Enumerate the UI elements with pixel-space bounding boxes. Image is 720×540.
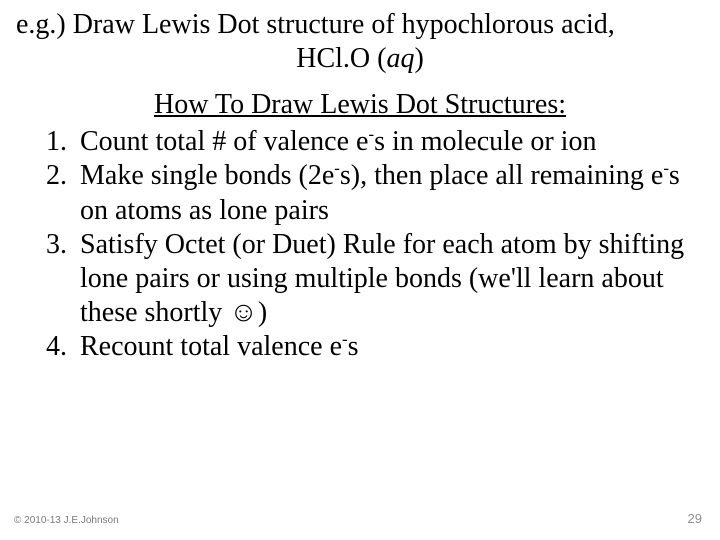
item-text: Make single bonds (2e [80,160,334,191]
item-text: s in molecule or ion [374,126,596,157]
formula-suffix: ) [414,43,423,74]
item-text: Satisfy Octet (or Duet) Rule for each at… [80,229,684,328]
formula-italic: aq [386,43,414,74]
list-item: Satisfy Octet (or Duet) Rule for each at… [74,228,704,330]
slide-title: e.g.) Draw Lewis Dot structure of hypoch… [16,8,704,75]
item-text: s [348,331,359,362]
copyright-text: © 2010-13 J.E.Johnson [14,515,119,526]
steps-list: Count total # of valence e-s in molecule… [16,125,704,364]
title-line-2: HCl.O (aq) [16,42,704,76]
list-item: Recount total valence e-s [74,330,704,364]
subtitle: How To Draw Lewis Dot Structures: [16,89,704,121]
item-text: Count total # of valence e [80,126,368,157]
slide: e.g.) Draw Lewis Dot structure of hypoch… [0,0,720,540]
formula-prefix: HCl.O ( [296,43,386,74]
page-number: 29 [688,511,702,526]
list-item: Count total # of valence e-s in molecule… [74,125,704,159]
title-line-1: e.g.) Draw Lewis Dot structure of hypoch… [16,8,704,42]
list-item: Make single bonds (2e-s), then place all… [74,159,704,227]
item-text: s), then place all remaining e [340,160,663,191]
item-text: Recount total valence e [80,331,342,362]
